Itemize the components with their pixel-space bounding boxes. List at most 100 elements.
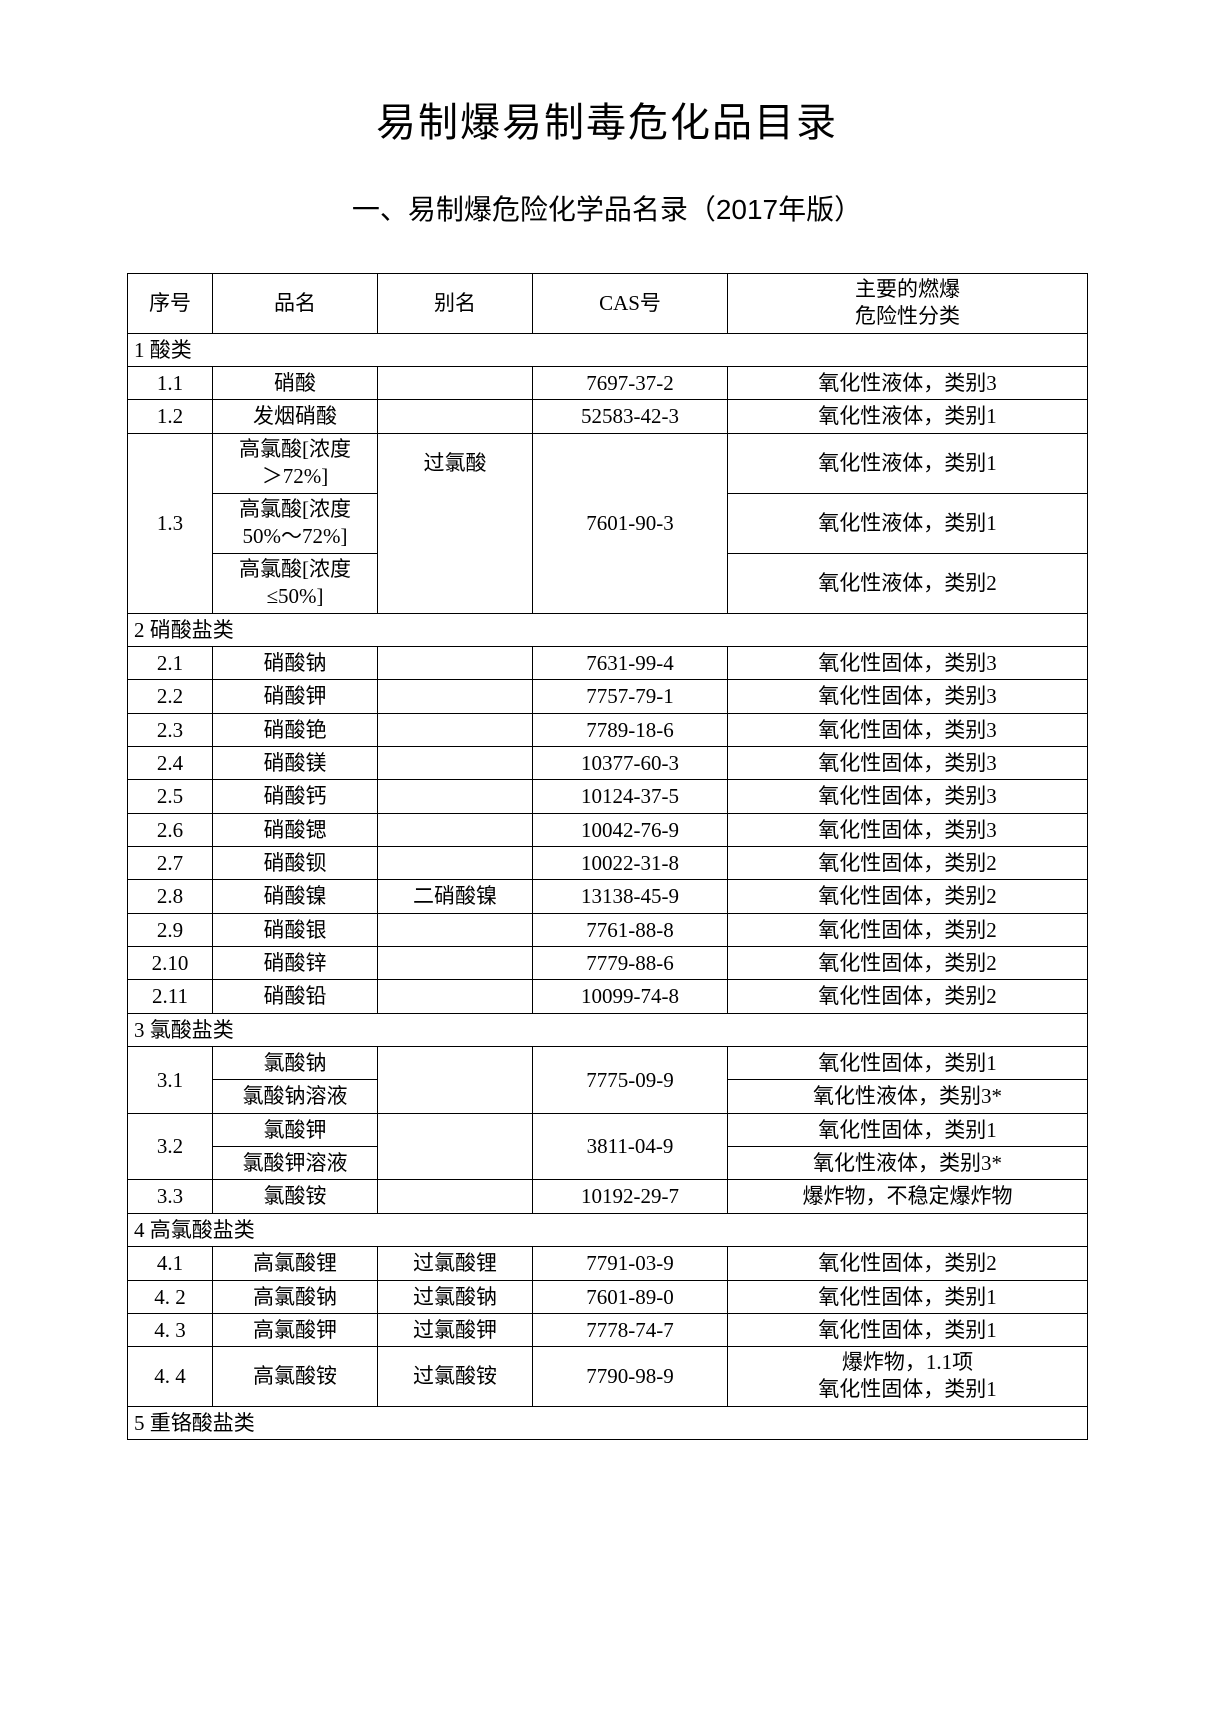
cell-idx: 3.1 xyxy=(128,1047,213,1114)
table-row: 2.9 硝酸银 7761-88-8 氧化性固体，类别2 xyxy=(128,913,1088,946)
cell-alias xyxy=(378,847,533,880)
cell-name: 氯酸钠 xyxy=(213,1047,378,1080)
cell-name: 硝酸钾 xyxy=(213,680,378,713)
cell-cas: 10022-31-8 xyxy=(533,847,728,880)
cell-cas: 7601-90-3 xyxy=(533,433,728,613)
cell-alias: 过氯酸钾 xyxy=(378,1313,533,1346)
cell-idx: 2.8 xyxy=(128,880,213,913)
cell-idx: 3.3 xyxy=(128,1180,213,1213)
hazard-header-line1: 主要的燃爆 xyxy=(855,277,960,301)
cell-idx: 2.1 xyxy=(128,646,213,679)
cell-hazard: 氧化性固体，类别2 xyxy=(728,880,1088,913)
section-5-label: 5 重铬酸盐类 xyxy=(128,1406,1088,1439)
cell-alias xyxy=(378,1047,533,1114)
cell-alias xyxy=(378,1113,533,1180)
cell-cas: 10124-37-5 xyxy=(533,780,728,813)
cell-hazard: 氧化性固体，类别3 xyxy=(728,780,1088,813)
cell-cas: 10377-60-3 xyxy=(533,747,728,780)
section-heading: 一、易制爆危险化学品名录（2017年版） xyxy=(127,188,1087,228)
cell-alias xyxy=(378,980,533,1013)
cell-name: 硝酸锌 xyxy=(213,947,378,980)
section-3-row: 3 氯酸盐类 xyxy=(128,1013,1088,1046)
cell-cas: 7790-98-9 xyxy=(533,1347,728,1407)
cell-cas: 7761-88-8 xyxy=(533,913,728,946)
section-4-row: 4 高氯酸盐类 xyxy=(128,1213,1088,1246)
cell-hazard: 氧化性液体，类别1 xyxy=(728,493,1088,553)
col-header-idx: 序号 xyxy=(128,274,213,334)
table-row: 1.2 发烟硝酸 52583-42-3 氧化性液体，类别1 xyxy=(128,400,1088,433)
cell-idx: 2.5 xyxy=(128,780,213,813)
cell-hazard: 氧化性固体，类别1 xyxy=(728,1280,1088,1313)
table-row: 1.1 硝酸 7697-37-2 氧化性液体，类别3 xyxy=(128,366,1088,399)
document-title: 易制爆易制毒危化品目录 xyxy=(127,90,1087,148)
table-row: 2.3 硝酸铯 7789-18-6 氧化性固体，类别3 xyxy=(128,713,1088,746)
cell-name: 高氯酸锂 xyxy=(213,1247,378,1280)
cell-alias: 过氯酸锂 xyxy=(378,1247,533,1280)
section-1-row: 1 酸类 xyxy=(128,333,1088,366)
cell-idx: 1.2 xyxy=(128,400,213,433)
cell-name: 高氯酸[浓度 ＞72%] xyxy=(213,433,378,493)
cell-alias xyxy=(378,366,533,399)
cell-name: 硝酸钡 xyxy=(213,847,378,880)
cell-alias xyxy=(378,813,533,846)
cell-idx: 2.11 xyxy=(128,980,213,1013)
cell-cas: 7601-89-0 xyxy=(533,1280,728,1313)
cell-hazard: 氧化性固体，类别3 xyxy=(728,813,1088,846)
cell-alias: 二硝酸镍 xyxy=(378,880,533,913)
hazard-line2: 氧化性固体，类别1 xyxy=(818,1377,997,1401)
cell-name: 硝酸镁 xyxy=(213,747,378,780)
cell-alias xyxy=(378,553,533,613)
cell-hazard: 爆炸物，不稳定爆炸物 xyxy=(728,1180,1088,1213)
cell-hazard: 氧化性固体，类别1 xyxy=(728,1113,1088,1146)
cell-name: 高氯酸钾 xyxy=(213,1313,378,1346)
cell-name: 硝酸镍 xyxy=(213,880,378,913)
cell-cas: 10042-76-9 xyxy=(533,813,728,846)
table-row: 2.11 硝酸铅 10099-74-8 氧化性固体，类别2 xyxy=(128,980,1088,1013)
cell-cas: 52583-42-3 xyxy=(533,400,728,433)
cell-idx: 4. 4 xyxy=(128,1347,213,1407)
cell-alias xyxy=(378,747,533,780)
cell-alias: 过氯酸 xyxy=(378,433,533,493)
table-row: 2.6 硝酸锶 10042-76-9 氧化性固体，类别3 xyxy=(128,813,1088,846)
cell-alias: 过氯酸钠 xyxy=(378,1280,533,1313)
cell-name: 氯酸钾 xyxy=(213,1113,378,1146)
cell-cas: 10192-29-7 xyxy=(533,1180,728,1213)
cell-hazard: 氧化性固体，类别2 xyxy=(728,847,1088,880)
table-row: 2.8 硝酸镍 二硝酸镍 13138-45-9 氧化性固体，类别2 xyxy=(128,880,1088,913)
cell-hazard: 氧化性固体，类别2 xyxy=(728,947,1088,980)
cell-cas: 7631-99-4 xyxy=(533,646,728,679)
table-row: 4.1 高氯酸锂 过氯酸锂 7791-03-9 氧化性固体，类别2 xyxy=(128,1247,1088,1280)
cell-alias xyxy=(378,913,533,946)
cell-idx: 1.1 xyxy=(128,366,213,399)
cell-hazard: 氧化性固体，类别3 xyxy=(728,646,1088,679)
table-row: 4. 2 高氯酸钠 过氯酸钠 7601-89-0 氧化性固体，类别1 xyxy=(128,1280,1088,1313)
cell-cas: 7779-88-6 xyxy=(533,947,728,980)
cell-cas: 7775-09-9 xyxy=(533,1047,728,1114)
table-header-row: 序号 品名 别名 CAS号 主要的燃爆 危险性分类 xyxy=(128,274,1088,334)
cell-name: 硝酸银 xyxy=(213,913,378,946)
cell-hazard: 氧化性液体，类别3* xyxy=(728,1080,1088,1113)
cell-hazard: 氧化性固体，类别2 xyxy=(728,1247,1088,1280)
section-2-label: 2 硝酸盐类 xyxy=(128,613,1088,646)
table-row: 3.3 氯酸铵 10192-29-7 爆炸物，不稳定爆炸物 xyxy=(128,1180,1088,1213)
cell-cas: 13138-45-9 xyxy=(533,880,728,913)
cell-name: 高氯酸铵 xyxy=(213,1347,378,1407)
cell-hazard: 氧化性固体，类别2 xyxy=(728,913,1088,946)
cell-name: 硝酸 xyxy=(213,366,378,399)
document-page: 易制爆易制毒危化品目录 一、易制爆危险化学品名录（2017年版） 序号 品名 别… xyxy=(0,0,1214,1719)
col-header-name: 品名 xyxy=(213,274,378,334)
cell-hazard: 氧化性固体，类别3 xyxy=(728,747,1088,780)
cell-name: 硝酸铯 xyxy=(213,713,378,746)
cell-name: 发烟硝酸 xyxy=(213,400,378,433)
cell-cas: 3811-04-9 xyxy=(533,1113,728,1180)
table-row: 2.7 硝酸钡 10022-31-8 氧化性固体，类别2 xyxy=(128,847,1088,880)
cell-idx: 2.2 xyxy=(128,680,213,713)
section-5-row: 5 重铬酸盐类 xyxy=(128,1406,1088,1439)
cell-hazard: 氧化性固体，类别3 xyxy=(728,713,1088,746)
cell-alias xyxy=(378,713,533,746)
cell-hazard: 氧化性液体，类别1 xyxy=(728,433,1088,493)
cell-name: 氯酸钠溶液 xyxy=(213,1080,378,1113)
cell-hazard: 氧化性液体，类别1 xyxy=(728,400,1088,433)
cell-name: 硝酸钠 xyxy=(213,646,378,679)
table-row: 1.3 高氯酸[浓度 ＞72%] 过氯酸 7601-90-3 氧化性液体，类别1 xyxy=(128,433,1088,493)
